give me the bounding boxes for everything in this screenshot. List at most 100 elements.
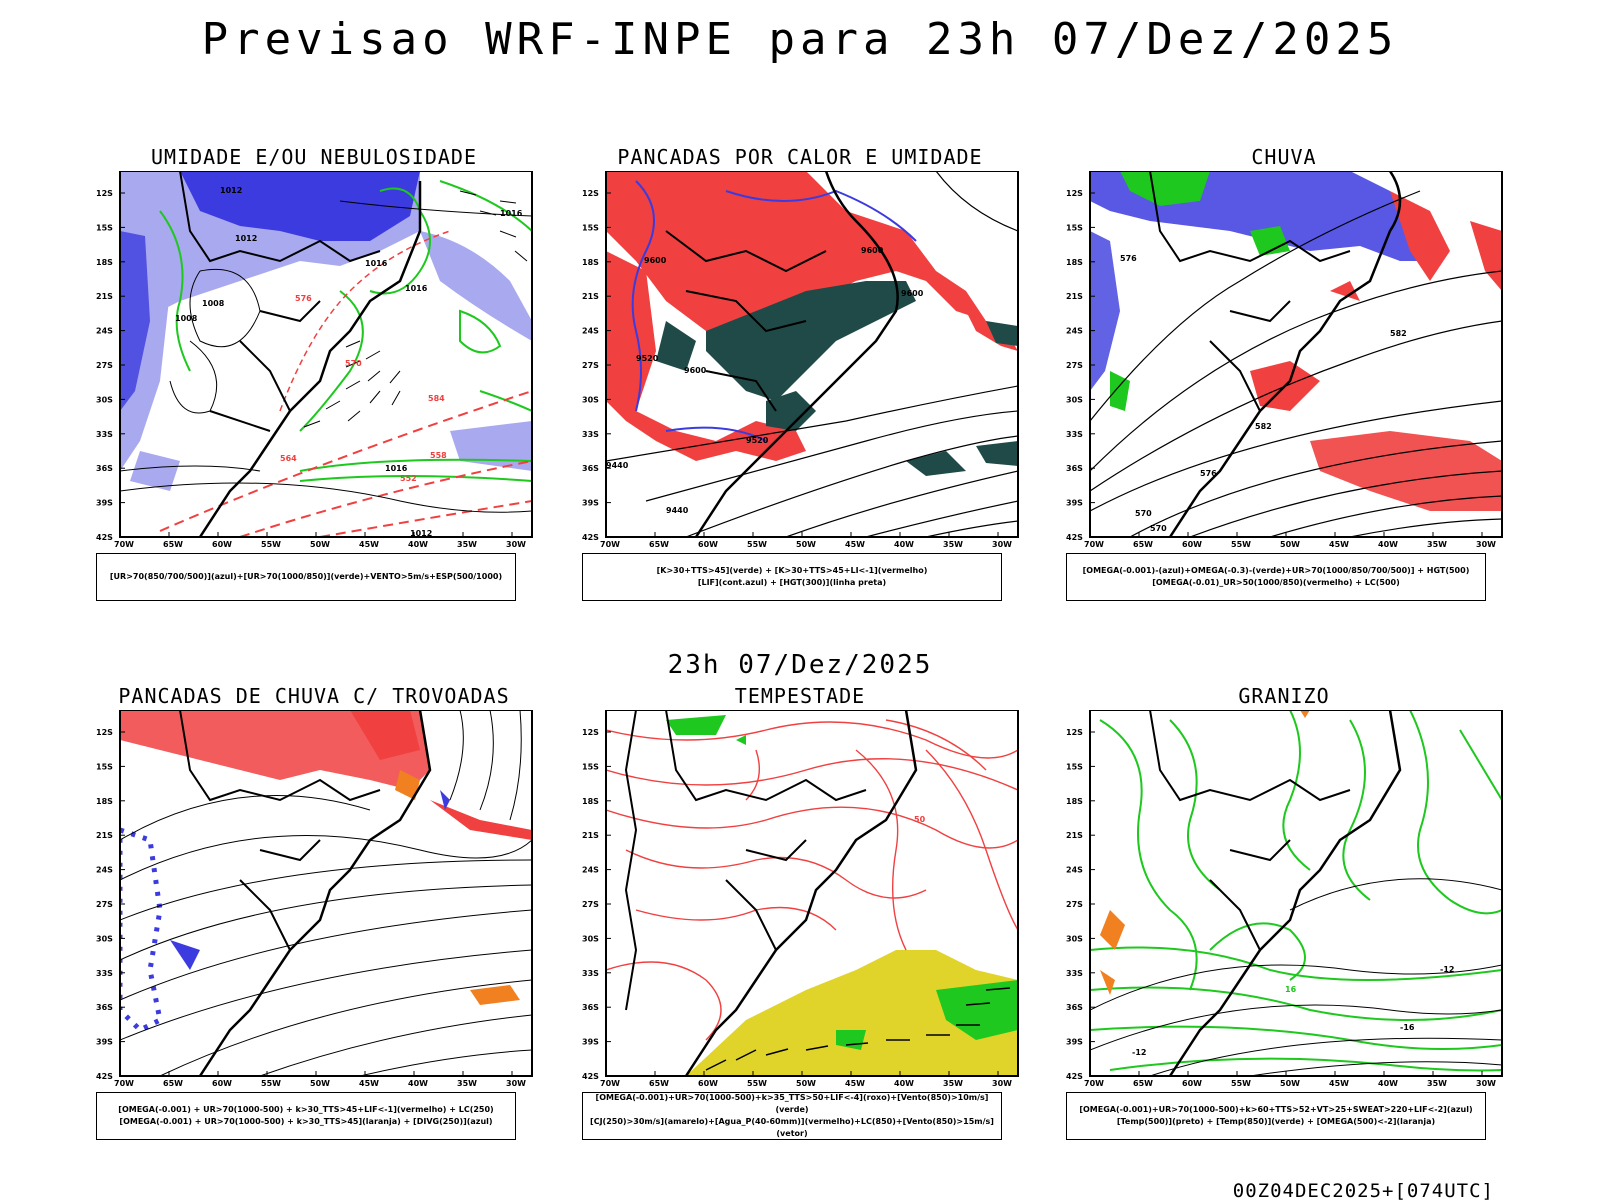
legend-line: [OMEGA(-0.001)+UR>70(1000-500)+k>35_TTS>… bbox=[595, 1093, 989, 1114]
contour-label: 552 bbox=[400, 474, 417, 483]
lat-tick-label: 27S bbox=[582, 361, 599, 370]
lat-tick-label: 42S bbox=[96, 533, 113, 542]
lon-tick-label: 35W bbox=[943, 540, 963, 549]
lat-tick-label: 33S bbox=[582, 969, 599, 978]
lon-tick-label: 40W bbox=[1378, 1079, 1398, 1088]
lat-tick-label: 30S bbox=[96, 934, 113, 943]
lat-tick-label: 39S bbox=[1066, 499, 1083, 508]
lon-tick-label: 50W bbox=[310, 1079, 330, 1088]
lon-tick-label: 45W bbox=[359, 1079, 379, 1088]
lat-tick-label: 33S bbox=[1066, 969, 1083, 978]
panel-trovoadas: PANCADAS DE CHUVA C/ TROVOADAS bbox=[94, 684, 533, 1164]
contour-label: -16 bbox=[1400, 1023, 1415, 1032]
contour-label: 9440 bbox=[666, 506, 689, 515]
contour-label: 576 bbox=[1200, 469, 1217, 478]
lat-tick-label: 42S bbox=[1066, 533, 1083, 542]
lon-tick-label: 65W bbox=[1133, 540, 1153, 549]
lat-tick-label: 42S bbox=[1066, 1072, 1083, 1081]
lat-tick-label: 21S bbox=[1066, 831, 1083, 840]
lat-tick-label: 18S bbox=[96, 797, 113, 806]
lon-tick-label: 35W bbox=[1427, 540, 1447, 549]
lat-tick-label: 36S bbox=[582, 464, 599, 473]
lon-tick-label: 60W bbox=[1182, 540, 1202, 549]
lat-tick-label: 24S bbox=[582, 866, 599, 875]
contour-label: 9600 bbox=[861, 246, 884, 255]
contour-label: 9600 bbox=[684, 366, 707, 375]
lon-tick-label: 60W bbox=[698, 1079, 718, 1088]
lon-tick-label: 40W bbox=[894, 1079, 914, 1088]
lat-tick-label: 12S bbox=[582, 189, 599, 198]
lon-tick-label: 55W bbox=[1231, 540, 1251, 549]
lat-tick-label: 12S bbox=[582, 728, 599, 737]
footer-run-label: 00Z04DEC2025+[074UTC] bbox=[1232, 1180, 1494, 1202]
legend-line: [CJ(250)>30m/s](amarelo)+[Agua_P(40-60mm… bbox=[590, 1117, 994, 1138]
legend-line: [OMEGA(-0.01)_UR>50(1000/850)(vermelho) … bbox=[1152, 578, 1400, 587]
lon-tick-label: 60W bbox=[1182, 1079, 1202, 1088]
contour-label: 576 bbox=[1120, 254, 1137, 263]
panel-title: CHUVA bbox=[1251, 145, 1317, 169]
lat-tick-label: 30S bbox=[1066, 934, 1083, 943]
lat-tick-label: 33S bbox=[1066, 430, 1083, 439]
contour-label: 9440 bbox=[606, 461, 629, 470]
lon-tick-label: 30W bbox=[992, 540, 1012, 549]
lon-tick-label: 70W bbox=[114, 540, 134, 549]
lat-tick-label: 36S bbox=[96, 464, 113, 473]
contour-label: 584 bbox=[428, 394, 445, 403]
lat-tick-label: 21S bbox=[1066, 292, 1083, 301]
legend: [OMEGA(-0.001)+UR>70(1000-500)+k>35_TTS>… bbox=[582, 1092, 1002, 1140]
legend-line: [LIF](cont.azul) + [HGT(300)](linha pret… bbox=[697, 578, 887, 587]
lon-tick-label: 40W bbox=[408, 1079, 428, 1088]
contour-label: 570 bbox=[345, 359, 362, 368]
lat-tick-label: 42S bbox=[582, 533, 599, 542]
lat-tick-label: 12S bbox=[96, 189, 113, 198]
lat-tick-label: 30S bbox=[96, 395, 113, 404]
contour-label: 9600 bbox=[901, 289, 924, 298]
legend: [OMEGA(-0.001) + UR>70(1000-500) + k>30_… bbox=[96, 1092, 516, 1140]
lon-tick-label: 55W bbox=[261, 540, 281, 549]
panel-title: UMIDADE E/OU NEBULOSIDADE bbox=[150, 145, 478, 169]
lat-tick-label: 15S bbox=[1066, 223, 1083, 232]
contour-label: 570 bbox=[1150, 524, 1167, 533]
panel-title: GRANIZO bbox=[1238, 684, 1330, 708]
legend-line: [K>30+TTS>45](verde) + [K>30+TTS>45+LI<-… bbox=[656, 566, 928, 575]
lon-tick-label: 35W bbox=[457, 540, 477, 549]
lat-tick-label: 36S bbox=[96, 1003, 113, 1012]
panel-umidade: UMIDADE E/OU NEBULOSIDADE bbox=[94, 145, 533, 625]
lat-tick-label: 27S bbox=[582, 900, 599, 909]
lat-tick-label: 27S bbox=[96, 900, 113, 909]
map-chuva[interactable]: 582 582 576 570 576 570 12S 15S 18S 21S 24S 2… bbox=[1064, 171, 1504, 551]
lat-tick-label: 33S bbox=[582, 430, 599, 439]
main-title: Previsao WRF-INPE para 23h 07/Dez/2025 bbox=[201, 14, 1399, 65]
lon-tick-label: 65W bbox=[163, 1079, 183, 1088]
map-pancadas-calor[interactable]: 9600 9600 9600 9520 9600 9520 9440 9440 … bbox=[580, 171, 1020, 551]
lat-tick-label: 18S bbox=[1066, 797, 1083, 806]
lon-tick-label: 50W bbox=[796, 540, 816, 549]
lat-tick-label: 24S bbox=[582, 327, 599, 336]
contour-label: 1016 bbox=[500, 209, 523, 218]
lat-tick-label: 30S bbox=[582, 934, 599, 943]
lat-tick-label: 24S bbox=[96, 866, 113, 875]
legend: [UR>70(850/700/500)](azul)+[UR>70(1000/8… bbox=[96, 553, 516, 601]
map-umidade[interactable]: 1012 1008 1012 1016 1016 1016 1016 1012 … bbox=[94, 171, 534, 551]
lon-tick-label: 50W bbox=[310, 540, 330, 549]
lat-tick-label: 24S bbox=[1066, 327, 1083, 336]
contour-label: 9600 bbox=[644, 256, 667, 265]
panel-pancadas-calor: PANCADAS POR CALOR E UMIDADE bbox=[580, 145, 1019, 625]
lon-tick-label: 70W bbox=[1084, 540, 1104, 549]
map-granizo[interactable]: -12 -12 -16 16 12S 15S 18S 21S 24S 27S 30S 33S 3… bbox=[1064, 710, 1504, 1090]
lat-tick-label: 21S bbox=[582, 831, 599, 840]
lon-tick-label: 45W bbox=[359, 540, 379, 549]
lon-tick-label: 65W bbox=[163, 540, 183, 549]
panel-title: PANCADAS DE CHUVA C/ TROVOADAS bbox=[118, 684, 510, 708]
lat-tick-label: 39S bbox=[96, 1038, 113, 1047]
lon-tick-label: 70W bbox=[114, 1079, 134, 1088]
lon-tick-label: 70W bbox=[1084, 1079, 1104, 1088]
lon-tick-label: 55W bbox=[261, 1079, 281, 1088]
legend: [K>30+TTS>45](verde) + [K>30+TTS>45+LI<-… bbox=[582, 553, 1002, 601]
lat-tick-label: 39S bbox=[1066, 1038, 1083, 1047]
subtitle: 23h 07/Dez/2025 bbox=[667, 650, 933, 680]
lon-tick-label: 40W bbox=[408, 540, 428, 549]
lat-tick-label: 30S bbox=[1066, 395, 1083, 404]
